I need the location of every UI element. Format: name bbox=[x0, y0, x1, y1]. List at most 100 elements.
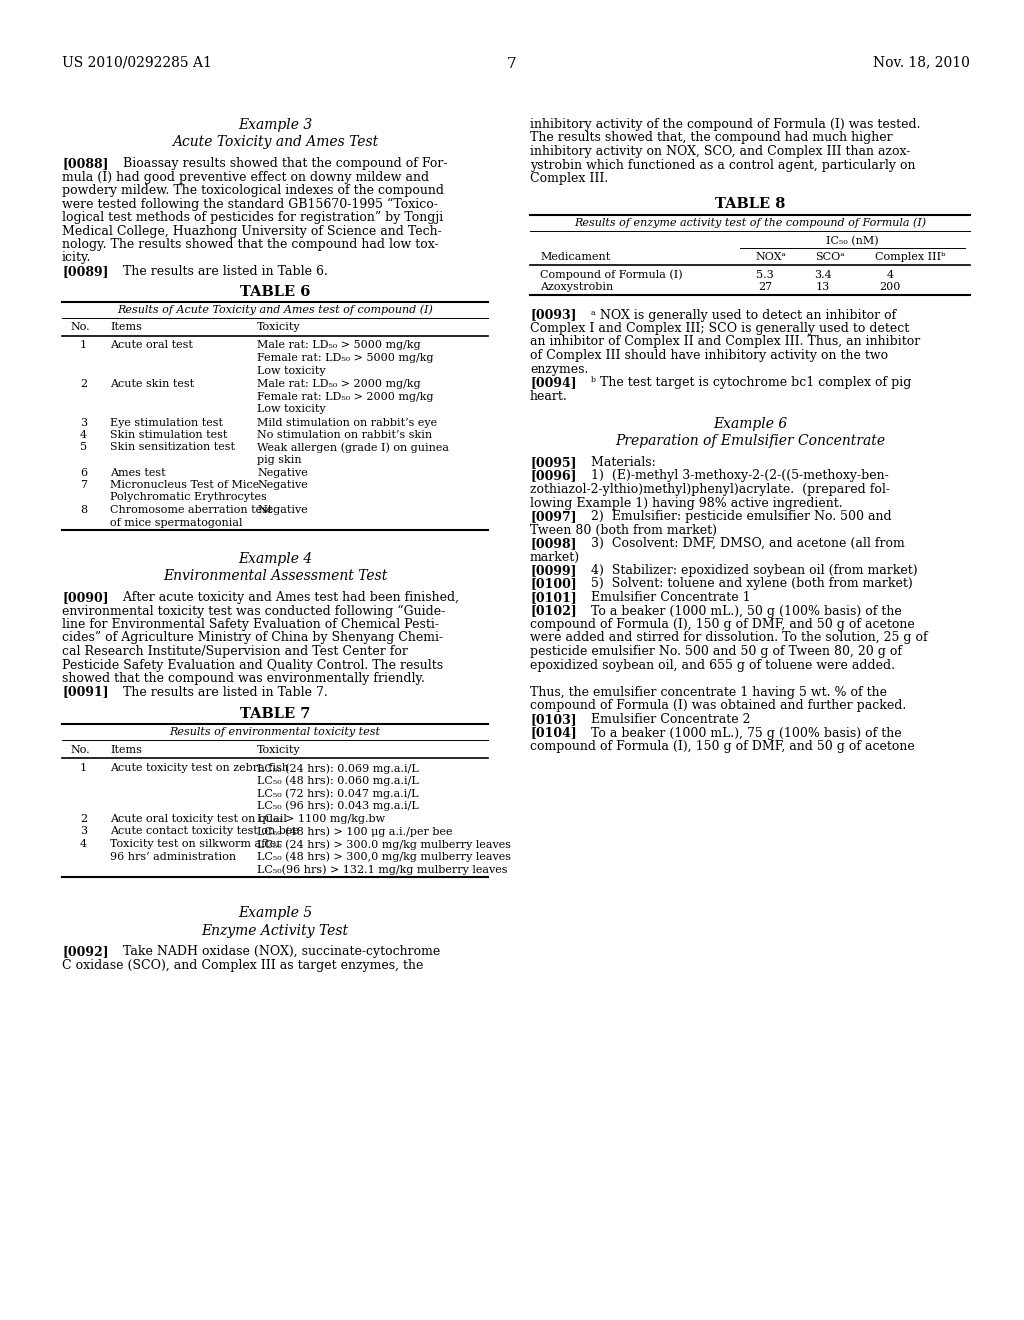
Text: Polychromatic Erythrocytes: Polychromatic Erythrocytes bbox=[110, 492, 266, 503]
Text: Results of Acute Toxicity and Ames test of compound (I): Results of Acute Toxicity and Ames test … bbox=[117, 305, 433, 315]
Text: Complex IIIᵇ: Complex IIIᵇ bbox=[874, 252, 945, 261]
Text: Male rat: LD₅₀ > 2000 mg/kg: Male rat: LD₅₀ > 2000 mg/kg bbox=[257, 379, 421, 389]
Text: 4: 4 bbox=[887, 269, 894, 280]
Text: Mild stimulation on rabbit’s eye: Mild stimulation on rabbit’s eye bbox=[257, 417, 437, 428]
Text: NOXᵃ: NOXᵃ bbox=[755, 252, 785, 261]
Text: To a beaker (1000 mL.), 75 g (100% basis) of the: To a beaker (1000 mL.), 75 g (100% basis… bbox=[575, 726, 901, 739]
Text: Low toxicity: Low toxicity bbox=[257, 404, 326, 414]
Text: Eye stimulation test: Eye stimulation test bbox=[110, 417, 223, 428]
Text: [0100]: [0100] bbox=[530, 578, 577, 590]
Text: [0089]: [0089] bbox=[62, 265, 109, 279]
Text: Toxicity: Toxicity bbox=[257, 322, 301, 333]
Text: The results are listed in Table 7.: The results are listed in Table 7. bbox=[106, 685, 328, 698]
Text: 3: 3 bbox=[80, 417, 87, 428]
Text: 4: 4 bbox=[80, 840, 87, 849]
Text: [0091]: [0091] bbox=[62, 685, 109, 698]
Text: IC₅₀ (nM): IC₅₀ (nM) bbox=[826, 235, 879, 246]
Text: enzymes.: enzymes. bbox=[530, 363, 589, 375]
Text: Example 6: Example 6 bbox=[713, 417, 787, 432]
Text: 13: 13 bbox=[816, 282, 830, 292]
Text: 3: 3 bbox=[80, 826, 87, 837]
Text: mula (I) had good preventive effect on downy mildew and: mula (I) had good preventive effect on d… bbox=[62, 170, 429, 183]
Text: Compound of Formula (I): Compound of Formula (I) bbox=[540, 269, 683, 280]
Text: of mice spermatogonial: of mice spermatogonial bbox=[110, 517, 243, 528]
Text: Preparation of Emulsifier Concentrate: Preparation of Emulsifier Concentrate bbox=[615, 434, 885, 447]
Text: Example 5: Example 5 bbox=[238, 907, 312, 920]
Text: Negative: Negative bbox=[257, 467, 308, 478]
Text: Ames test: Ames test bbox=[110, 467, 166, 478]
Text: Medical College, Huazhong University of Science and Tech-: Medical College, Huazhong University of … bbox=[62, 224, 441, 238]
Text: icity.: icity. bbox=[62, 252, 91, 264]
Text: Pesticide Safety Evaluation and Quality Control. The results: Pesticide Safety Evaluation and Quality … bbox=[62, 659, 443, 672]
Text: inhibitory activity on NOX, SCO, and Complex III than azox-: inhibitory activity on NOX, SCO, and Com… bbox=[530, 145, 910, 158]
Text: 1: 1 bbox=[80, 763, 87, 774]
Text: LC₅₀ (48 hrs) > 300,0 mg/kg mulberry leaves: LC₅₀ (48 hrs) > 300,0 mg/kg mulberry lea… bbox=[257, 851, 511, 862]
Text: Acute contact toxicity test on bee: Acute contact toxicity test on bee bbox=[110, 826, 299, 837]
Text: Azoxystrobin: Azoxystrobin bbox=[540, 282, 613, 292]
Text: Complex I and Complex III; SCO is generally used to detect: Complex I and Complex III; SCO is genera… bbox=[530, 322, 909, 335]
Text: 7: 7 bbox=[80, 480, 87, 490]
Text: Emulsifier Concentrate 2: Emulsifier Concentrate 2 bbox=[575, 713, 751, 726]
Text: were tested following the standard GB15670-1995 “Toxico-: were tested following the standard GB156… bbox=[62, 198, 438, 211]
Text: 4: 4 bbox=[80, 430, 87, 440]
Text: Tween 80 (both from market): Tween 80 (both from market) bbox=[530, 524, 717, 536]
Text: Low toxicity: Low toxicity bbox=[257, 366, 326, 375]
Text: ᵇ The test target is cytochrome bc1 complex of pig: ᵇ The test target is cytochrome bc1 comp… bbox=[575, 376, 911, 389]
Text: [0099]: [0099] bbox=[530, 564, 577, 577]
Text: [0103]: [0103] bbox=[530, 713, 577, 726]
Text: Weak allergen (grade I) on guinea: Weak allergen (grade I) on guinea bbox=[257, 442, 449, 453]
Text: pig skin: pig skin bbox=[257, 455, 302, 465]
Text: TABLE 8: TABLE 8 bbox=[715, 198, 785, 211]
Text: Nov. 18, 2010: Nov. 18, 2010 bbox=[873, 55, 970, 69]
Text: [0102]: [0102] bbox=[530, 605, 577, 618]
Text: No stimulation on rabbit’s skin: No stimulation on rabbit’s skin bbox=[257, 430, 432, 440]
Text: Acute skin test: Acute skin test bbox=[110, 379, 195, 389]
Text: 7: 7 bbox=[507, 57, 517, 71]
Text: of Complex III should have inhibitory activity on the two: of Complex III should have inhibitory ac… bbox=[530, 348, 888, 362]
Text: 2: 2 bbox=[80, 814, 87, 824]
Text: Skin sensitization test: Skin sensitization test bbox=[110, 442, 234, 453]
Text: market): market) bbox=[530, 550, 581, 564]
Text: LC₅₀ (48 hrs): 0.060 mg.a.i/L: LC₅₀ (48 hrs): 0.060 mg.a.i/L bbox=[257, 776, 419, 787]
Text: No.: No. bbox=[70, 322, 90, 333]
Text: 27: 27 bbox=[758, 282, 772, 292]
Text: Bioassay results showed that the compound of For-: Bioassay results showed that the compoun… bbox=[106, 157, 447, 170]
Text: Items: Items bbox=[110, 322, 142, 333]
Text: [0101]: [0101] bbox=[530, 591, 577, 605]
Text: After acute toxicity and Ames test had been finished,: After acute toxicity and Ames test had b… bbox=[106, 591, 459, 605]
Text: TABLE 6: TABLE 6 bbox=[240, 285, 310, 298]
Text: 1)  (E)-methyl 3-methoxy-2-(2-((5-methoxy-ben-: 1) (E)-methyl 3-methoxy-2-(2-((5-methoxy… bbox=[575, 470, 889, 483]
Text: inhibitory activity of the compound of Formula (I) was tested.: inhibitory activity of the compound of F… bbox=[530, 117, 921, 131]
Text: ᵃ NOX is generally used to detect an inhibitor of: ᵃ NOX is generally used to detect an inh… bbox=[575, 309, 896, 322]
Text: line for Environmental Safety Evaluation of Chemical Pesti-: line for Environmental Safety Evaluation… bbox=[62, 618, 439, 631]
Text: compound of Formula (I), 150 g of DMF, and 50 g of acetone: compound of Formula (I), 150 g of DMF, a… bbox=[530, 741, 914, 752]
Text: Items: Items bbox=[110, 744, 142, 755]
Text: Micronucleus Test of Mice: Micronucleus Test of Mice bbox=[110, 480, 259, 490]
Text: Enzyme Activity Test: Enzyme Activity Test bbox=[202, 924, 348, 937]
Text: Negative: Negative bbox=[257, 506, 308, 515]
Text: [0095]: [0095] bbox=[530, 455, 577, 469]
Text: Skin stimulation test: Skin stimulation test bbox=[110, 430, 227, 440]
Text: LC₅₀(96 hrs) > 132.1 mg/kg mulberry leaves: LC₅₀(96 hrs) > 132.1 mg/kg mulberry leav… bbox=[257, 865, 508, 875]
Text: LC₅₀ (24 hrs) > 300.0 mg/kg mulberry leaves: LC₅₀ (24 hrs) > 300.0 mg/kg mulberry lea… bbox=[257, 840, 511, 850]
Text: SCOᵃ: SCOᵃ bbox=[815, 252, 845, 261]
Text: epoxidized soybean oil, and 655 g of toluene were added.: epoxidized soybean oil, and 655 g of tol… bbox=[530, 659, 895, 672]
Text: Example 4: Example 4 bbox=[238, 552, 312, 566]
Text: lowing Example 1) having 98% active ingredient.: lowing Example 1) having 98% active ingr… bbox=[530, 496, 843, 510]
Text: Chromosome aberration test: Chromosome aberration test bbox=[110, 506, 272, 515]
Text: [0090]: [0090] bbox=[62, 591, 109, 605]
Text: 6: 6 bbox=[80, 467, 87, 478]
Text: heart.: heart. bbox=[530, 389, 567, 403]
Text: 3.4: 3.4 bbox=[814, 269, 831, 280]
Text: LC₅₀ (48 hrs) > 100 μg a.i./per bee: LC₅₀ (48 hrs) > 100 μg a.i./per bee bbox=[257, 826, 453, 837]
Text: Medicament: Medicament bbox=[540, 252, 610, 261]
Text: LC₅₀ (72 hrs): 0.047 mg.a.i/L: LC₅₀ (72 hrs): 0.047 mg.a.i/L bbox=[257, 788, 419, 799]
Text: showed that the compound was environmentally friendly.: showed that the compound was environment… bbox=[62, 672, 425, 685]
Text: Toxicity: Toxicity bbox=[257, 744, 301, 755]
Text: nology. The results showed that the compound had low tox-: nology. The results showed that the comp… bbox=[62, 238, 438, 251]
Text: [0096]: [0096] bbox=[530, 470, 577, 483]
Text: [0088]: [0088] bbox=[62, 157, 109, 170]
Text: Results of environmental toxicity test: Results of environmental toxicity test bbox=[170, 727, 381, 737]
Text: Male rat: LD₅₀ > 5000 mg/kg: Male rat: LD₅₀ > 5000 mg/kg bbox=[257, 341, 421, 351]
Text: [0092]: [0092] bbox=[62, 945, 109, 958]
